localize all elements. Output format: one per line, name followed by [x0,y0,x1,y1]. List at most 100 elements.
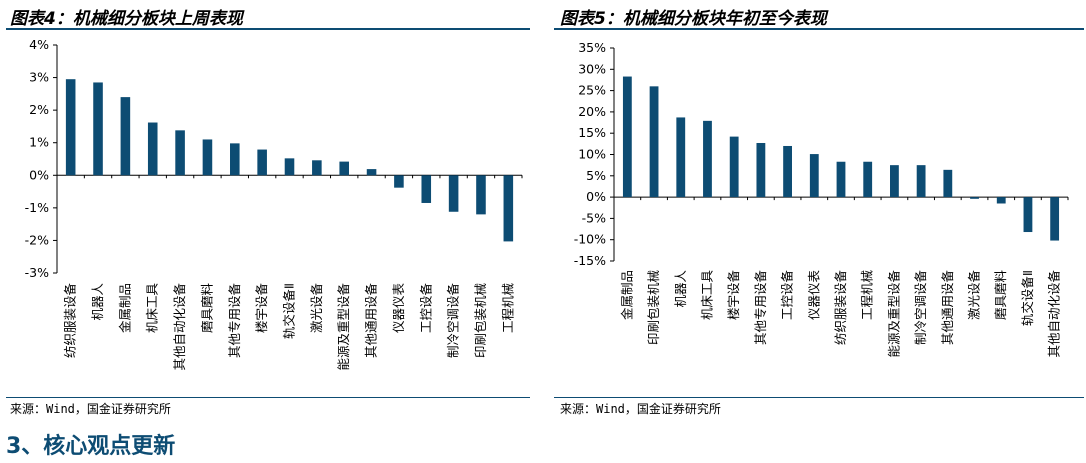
y-tick-label: 3% [29,70,49,85]
category-label: 纺织服装设备 [833,270,848,346]
category-label: 仪器仪表 [391,283,406,334]
y-tick-label: 2% [29,102,49,117]
bar [756,142,766,198]
bar [448,175,459,212]
category-label: 其他通用设备 [940,270,955,346]
bar [863,161,873,198]
bar [970,197,979,199]
category-label: 激光设备 [967,270,982,321]
category-label: 机器人 [90,283,105,321]
y-tick-label: 15% [578,125,606,140]
source-rule [6,397,530,398]
bar [676,117,686,198]
bar [120,97,131,176]
category-label: 制冷空调设备 [913,270,928,346]
category-label: 其他专用设备 [753,270,768,346]
bar [503,175,514,242]
category-label: 能源及重型设备 [336,283,351,371]
bar [65,79,76,176]
bar [175,130,185,176]
title-rule [554,28,1084,30]
bar [366,169,377,176]
category-label: 机床工具 [145,283,160,334]
y-tick-label: 35% [578,40,606,55]
category-label: 楼宇设备 [254,283,269,334]
category-label: 轨交设备Ⅱ [282,283,297,339]
bar [257,149,267,176]
right-panel: 图表5：机械细分板块年初至今表现 -15% -10% -5% 0% 5% 10% 15% 20… [552,0,1086,420]
weekly-performance-chart: -3% -2% -1% 0% 1% 2% 3% 4% 纺织服装设备 机器人 金属制品 机床工具 其他自动… [25,37,523,371]
chart-title: 图表5：机械细分板块年初至今表现 [560,9,827,29]
category-label: 其他通用设备 [364,283,379,359]
y-tick-label: 20% [578,104,606,119]
y-tick-label: -15% [574,253,606,268]
section-heading: 3、核心观点更新 [6,434,176,459]
bar [703,120,712,198]
y-tick-label: 1% [29,135,49,150]
bar [312,160,322,176]
bar [339,161,349,176]
bar [476,175,486,215]
category-label: 纺织服装设备 [63,283,78,359]
bar [202,139,213,176]
category-label: 其他自动化设备 [1047,270,1062,358]
bar [916,165,926,198]
bar [809,154,819,198]
category-label: 其他自动化设备 [172,283,187,371]
bar [421,175,432,203]
category-label: 磨具磨料 [993,270,1008,321]
category-label: 工控设备 [418,283,433,334]
bar [890,165,899,198]
y-tick-label: 30% [578,61,606,76]
bar [284,158,295,176]
category-label: 金属制品 [619,270,634,320]
y-tick-label: -1% [25,200,49,215]
bar [729,136,739,198]
title-rule [6,28,530,30]
bar [93,82,103,176]
category-label: 能源及重型设备 [886,270,901,358]
y-tick-label: -10% [574,232,606,247]
y-tick-label: 4% [29,37,49,52]
category-label: 工控设备 [780,270,795,321]
category-label: 其他专用设备 [227,283,242,359]
bar [1023,197,1033,233]
chart-title: 图表4：机械细分板块上周表现 [10,9,243,29]
y-tick-label: 10% [578,147,606,162]
category-label: 制冷空调设备 [446,283,461,359]
source-note: 来源：Wind，国金证券研究所 [560,402,721,416]
bar [622,76,632,198]
category-label: 机器人 [673,270,688,308]
category-label: 机床工具 [699,270,714,321]
category-label: 激光设备 [309,283,324,334]
category-label: 工程机械 [860,270,875,321]
y-tick-label: 5% [586,168,606,183]
y-tick-label: -2% [25,232,49,247]
source-note: 来源：Wind，国金证券研究所 [10,402,171,416]
bar [943,169,953,198]
category-label: 仪器仪表 [806,270,821,321]
bar [1050,197,1060,241]
source-rule [554,397,1084,398]
bar [783,145,792,198]
category-label: 金属制品 [117,283,132,333]
y-tick-label: -3% [25,265,49,280]
category-label: 工程机械 [500,283,515,334]
y-tick-label: 0% [586,189,606,204]
bar [394,175,404,188]
ytd-performance-chart: -15% -10% -5% 0% 5% 10% 15% 20% 25% 30% 35% 金属制品 印刷包… [574,40,1069,358]
category-label: 印刷包装机械 [646,270,661,346]
left-panel: 图表4：机械细分板块上周表现 -3% -2% -1% 0% 1% 2% 3% 4% 纺织服装设备… [0,0,536,420]
bar [649,86,659,198]
bar [147,122,158,176]
y-tick-label: -5% [582,210,606,225]
y-tick-label: 25% [578,83,606,98]
bar [996,197,1006,204]
category-label: 楼宇设备 [726,270,741,321]
category-label: 印刷包装机械 [473,283,488,359]
bar [836,161,846,198]
category-label: 磨具磨料 [199,283,214,334]
category-label: 轨交设备Ⅱ [1020,270,1035,326]
bar [230,143,240,176]
y-tick-label: 0% [29,167,49,182]
